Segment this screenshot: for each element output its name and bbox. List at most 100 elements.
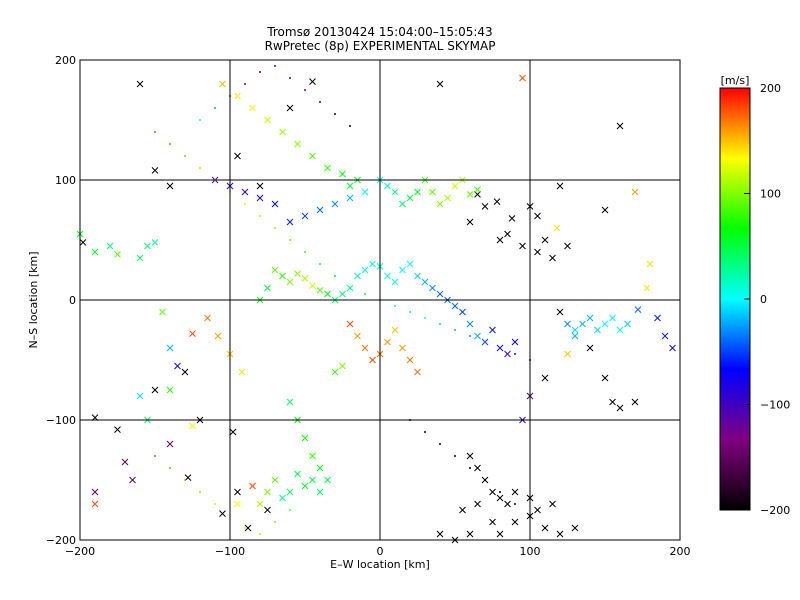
cross-point: [534, 248, 541, 256]
cross-point: [534, 212, 541, 220]
dot-point: [199, 167, 201, 169]
cross-point: [391, 278, 399, 286]
cross-point: [384, 272, 391, 280]
cross-point: [669, 344, 676, 352]
cross-point: [219, 80, 226, 88]
dot-point: [259, 215, 261, 217]
cross-point: [601, 206, 609, 214]
cross-point: [339, 362, 346, 370]
colorbar-tick-label: −100: [760, 399, 790, 412]
cross-point: [594, 326, 601, 334]
dot-point: [364, 293, 366, 295]
cross-point: [474, 332, 481, 340]
cross-point: [586, 314, 594, 322]
dot-point: [154, 455, 156, 457]
cross-point: [459, 308, 466, 316]
dot-point: [514, 503, 516, 505]
dot-point: [214, 503, 216, 505]
cross-point: [661, 332, 669, 340]
dot-point: [244, 527, 246, 529]
cross-point: [241, 188, 249, 196]
cross-point: [271, 266, 279, 274]
cross-point: [601, 374, 609, 382]
colorbar-tick-label: 0: [760, 293, 767, 306]
chart-subtitle: RwPretec (8p) EXPERIMENTAL SKYMAP: [265, 39, 496, 53]
dot-point: [289, 509, 291, 511]
cross-point: [316, 206, 324, 214]
cross-point: [654, 314, 661, 322]
cross-point: [391, 326, 399, 334]
cross-point: [474, 500, 481, 508]
dot-point: [259, 71, 261, 73]
cross-point: [429, 188, 436, 196]
cross-point: [553, 224, 561, 232]
dot-point: [304, 251, 306, 253]
cross-point: [369, 356, 376, 364]
cross-point: [609, 398, 616, 406]
dot-point: [289, 239, 291, 241]
cross-point: [184, 474, 192, 481]
cross-point: [286, 278, 294, 286]
cross-point: [264, 116, 271, 124]
cross-point: [519, 74, 526, 82]
dot-point: [544, 527, 546, 529]
cross-point: [309, 476, 316, 484]
cross-point: [286, 398, 294, 406]
dot-point: [424, 317, 426, 319]
cross-point: [624, 320, 631, 328]
dot-point: [439, 443, 441, 445]
dot-point: [409, 311, 411, 313]
cross-point: [549, 500, 556, 508]
cross-point: [549, 254, 556, 262]
dot-point: [289, 77, 291, 79]
cross-point: [571, 332, 579, 340]
dot-point: [244, 203, 246, 205]
cross-point: [106, 242, 114, 250]
cross-point: [151, 386, 159, 394]
cross-point: [114, 426, 121, 433]
dot-point: [424, 431, 426, 433]
dot-point: [334, 113, 336, 115]
axis-ticks: −200 −100 0 100 200 −200 −100 0 100 200: [46, 54, 691, 558]
cross-point: [414, 368, 421, 376]
cross-point: [354, 332, 361, 340]
dot-point: [184, 155, 186, 157]
x-axis-label: E–W location [km]: [330, 558, 430, 571]
cross-point: [346, 320, 354, 328]
x-tick-label: 200: [670, 545, 691, 558]
dot-point: [469, 467, 471, 469]
cross-point: [436, 80, 444, 88]
cross-point: [144, 242, 151, 250]
cross-point: [79, 239, 87, 246]
cross-point: [519, 242, 526, 250]
cross-point: [406, 194, 414, 202]
dot-point: [394, 305, 396, 307]
cross-point: [301, 275, 309, 282]
cross-point: [631, 188, 639, 196]
cross-point: [384, 338, 391, 346]
cross-point: [414, 188, 421, 196]
cross-point: [586, 344, 594, 352]
cross-point: [286, 218, 294, 226]
cross-point: [339, 290, 346, 298]
cross-point: [249, 482, 256, 490]
cross-point: [354, 272, 361, 280]
cross-point: [616, 404, 624, 412]
cross-point: [279, 128, 286, 136]
dot-point: [274, 521, 276, 523]
cross-point: [616, 122, 624, 130]
cross-point: [234, 500, 241, 508]
cross-point: [166, 182, 174, 190]
cross-point: [571, 326, 579, 334]
cross-point: [166, 344, 174, 352]
colorbar-ticks: 200 100 0 −100 −200: [744, 82, 790, 517]
cross-point: [301, 212, 309, 220]
cross-point: [534, 506, 541, 514]
dot-point: [319, 263, 321, 265]
cross-point: [646, 260, 654, 268]
cross-point: [391, 188, 399, 196]
cross-point: [256, 182, 264, 190]
grid-lines: [80, 60, 680, 540]
cross-point: [238, 368, 246, 376]
